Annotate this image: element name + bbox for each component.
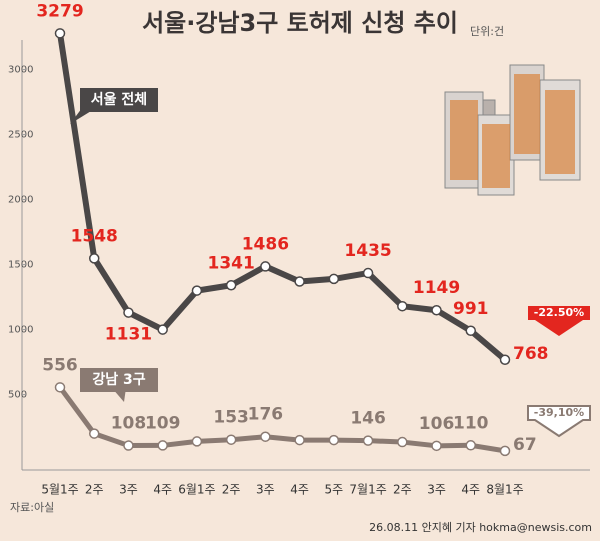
data-point bbox=[499, 354, 511, 366]
y-tick-label: 1000 bbox=[8, 325, 33, 336]
data-point bbox=[328, 434, 340, 446]
data-label: 1149 bbox=[413, 278, 460, 298]
y-tick-label: 3000 bbox=[8, 65, 33, 76]
legend-box bbox=[80, 368, 158, 392]
data-point bbox=[328, 273, 340, 285]
data-point bbox=[123, 440, 134, 451]
data-point bbox=[88, 253, 100, 264]
data-point bbox=[54, 382, 66, 393]
data-point bbox=[260, 261, 271, 272]
y-tick-label: 2500 bbox=[8, 130, 33, 141]
legend-item: 서울 전체 bbox=[70, 88, 158, 124]
data-label: 991 bbox=[453, 299, 489, 319]
data-label: 1131 bbox=[105, 325, 152, 345]
data-point bbox=[465, 440, 477, 451]
data-point bbox=[88, 428, 100, 439]
change-arrow bbox=[528, 306, 590, 336]
data-label: 109 bbox=[145, 413, 181, 433]
x-tick-label: 6월1주 bbox=[178, 483, 215, 497]
data-label: 1548 bbox=[71, 226, 118, 246]
data-point bbox=[362, 267, 374, 279]
data-point bbox=[362, 435, 374, 446]
buildings bbox=[444, 64, 581, 196]
data-point bbox=[123, 307, 134, 318]
y-tick-label: 2000 bbox=[8, 195, 33, 206]
legend-label: 서울 전체 bbox=[91, 91, 147, 108]
data-point bbox=[225, 280, 237, 291]
data-point bbox=[397, 436, 408, 448]
data-point bbox=[225, 434, 237, 445]
data-label: 1341 bbox=[207, 253, 254, 273]
data-point bbox=[157, 440, 168, 451]
data-label: 106 bbox=[419, 414, 455, 434]
data-point bbox=[54, 28, 66, 39]
x-tick-label: 4주 bbox=[153, 483, 172, 497]
series-line bbox=[57, 385, 506, 454]
data-label: 176 bbox=[248, 405, 284, 425]
data-point bbox=[431, 304, 442, 316]
unit: 단위:건 bbox=[470, 25, 504, 38]
credit: 26.08.11 안지혜 기자 hokma@newsis.com bbox=[369, 521, 592, 534]
data-point bbox=[157, 324, 168, 335]
legend-item: 강남 3구 bbox=[80, 368, 158, 402]
data-label: 768 bbox=[513, 344, 549, 364]
x-tick-label: 4주 bbox=[290, 483, 309, 497]
data-label: 1435 bbox=[344, 241, 391, 261]
x-tick-label: 2주 bbox=[393, 483, 412, 497]
source: 자료:아실 bbox=[10, 501, 54, 514]
x-tick-label: 8월1주 bbox=[486, 483, 523, 497]
data-point bbox=[191, 436, 203, 447]
data-label: 3279 bbox=[36, 1, 83, 21]
x-tick-label: 4주 bbox=[461, 483, 480, 497]
data-point bbox=[294, 276, 305, 287]
change-label: -22.50% bbox=[534, 306, 584, 319]
legend-label: 강남 3구 bbox=[92, 371, 145, 388]
change-arrow bbox=[527, 405, 591, 438]
data-point bbox=[191, 285, 203, 296]
data-point bbox=[465, 325, 477, 337]
chart-title: 서울·강남3구 토허제 신청 추이 bbox=[142, 9, 458, 37]
y-tick-label: 500 bbox=[8, 390, 27, 401]
data-label: 110 bbox=[453, 413, 489, 433]
x-tick-label: 2주 bbox=[222, 483, 241, 497]
series-line bbox=[57, 32, 507, 363]
x-tick-label: 7월1주 bbox=[349, 483, 386, 497]
x-tick-label: 5주 bbox=[325, 483, 344, 497]
data-label: 108 bbox=[111, 414, 147, 434]
data-label: 1486 bbox=[242, 234, 289, 254]
x-tick-label: 3주 bbox=[256, 483, 275, 497]
data-point bbox=[294, 434, 305, 446]
x-tick-label: 3주 bbox=[119, 483, 138, 497]
data-label: 556 bbox=[42, 355, 78, 375]
x-tick-label: 5월1주 bbox=[41, 483, 78, 497]
y-tick-label: 1500 bbox=[8, 260, 33, 271]
x-tick-label: 2주 bbox=[85, 483, 104, 497]
data-point bbox=[499, 445, 511, 457]
data-label: 146 bbox=[350, 409, 386, 429]
x-tick-label: 3주 bbox=[427, 483, 446, 497]
data-point bbox=[260, 431, 271, 442]
data-label: 67 bbox=[513, 435, 537, 455]
legend-box bbox=[80, 88, 158, 112]
data-label: 153 bbox=[213, 408, 249, 428]
data-point bbox=[431, 440, 442, 452]
change-label: -39,10% bbox=[534, 406, 584, 419]
data-point bbox=[397, 300, 408, 312]
